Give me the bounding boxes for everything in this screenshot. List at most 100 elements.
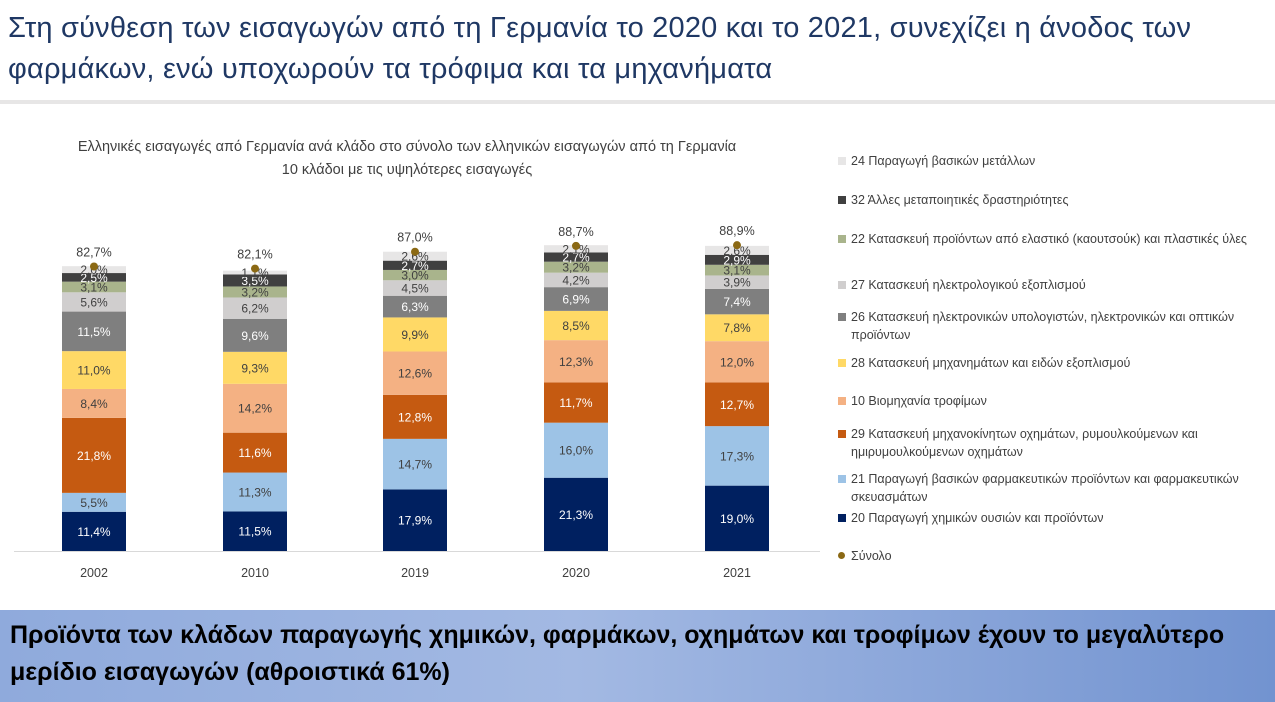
bar-segment [544, 287, 608, 311]
total-marker [251, 264, 259, 273]
bar-segment [223, 383, 287, 433]
legend-item: 21 Παραγωγή βασικών φαρμακευτικών προϊόν… [838, 470, 1268, 506]
bar-segment [705, 275, 769, 289]
data-label: 11,7% [559, 396, 592, 410]
bar-segment [544, 272, 608, 288]
legend-swatch [838, 397, 846, 405]
bar-segment [62, 511, 126, 551]
bar-segment [223, 351, 287, 384]
bar-segment [223, 318, 287, 352]
bar-segment [223, 432, 287, 473]
legend-item: 10 Βιομηχανία τροφίμων [838, 392, 1268, 410]
legend-marker-dot [838, 552, 845, 559]
slide-title: Στη σύνθεση των εισαγωγών από τη Γερμανί… [8, 12, 1192, 85]
legend-label: Σύνολο [851, 549, 892, 563]
data-label: 3,1% [80, 280, 108, 294]
bar-segment [705, 382, 769, 427]
legend-item: Σύνολο [838, 547, 1268, 565]
bar-segment [705, 245, 769, 255]
bar-segment [223, 511, 287, 551]
legend-label: 10 Βιομηχανία τροφίμων [851, 394, 987, 408]
bar-segment [383, 295, 447, 318]
total-marker [733, 241, 741, 250]
legend-swatch [838, 157, 846, 165]
legend-item: 32 Άλλες μεταποιητικές δραστηριότητες [838, 191, 1268, 209]
legend-swatch [838, 313, 846, 321]
legend-label: 26 Κατασκευή ηλεκτρονικών υπολογιστών, η… [851, 310, 1235, 342]
bar-segment [544, 340, 608, 383]
data-label: 21,8% [77, 449, 111, 463]
data-label: 6,3% [401, 300, 429, 314]
legend-item: 22 Κατασκευή προϊόντων από ελαστικό (καο… [838, 230, 1268, 248]
total-label: 82,1% [237, 248, 272, 262]
bar-segment [62, 281, 126, 293]
data-label: 17,9% [398, 514, 432, 528]
data-label: 16,0% [559, 444, 593, 458]
bar-segment [62, 273, 126, 282]
data-label: 3,0% [401, 269, 429, 283]
legend-swatch [838, 430, 846, 438]
bar-segment [383, 269, 447, 281]
bar-segment [705, 254, 769, 265]
title-divider [0, 100, 1275, 104]
x-tick-label: 2019 [401, 566, 429, 580]
bar-segment [223, 297, 287, 319]
bar-segment [383, 394, 447, 439]
data-label: 14,2% [238, 402, 272, 416]
data-label: 2,7% [562, 251, 590, 265]
total-label: 87,0% [397, 231, 432, 245]
total-marker [411, 247, 419, 256]
legend-label: 32 Άλλες μεταποιητικές δραστηριότητες [851, 193, 1069, 207]
chart-title: Ελληνικές εισαγωγές από Γερμανία ανά κλά… [78, 139, 736, 155]
data-label: 2,6% [401, 250, 429, 264]
bar-segment [705, 288, 769, 315]
bar-segment [383, 489, 447, 551]
data-label: 8,4% [80, 397, 108, 411]
bar-segment [705, 485, 769, 551]
bar-segment [705, 341, 769, 383]
data-label: 1,1% [241, 266, 269, 280]
data-label: 6,2% [241, 302, 269, 316]
legend-label: 21 Παραγωγή βασικών φαρμακευτικών προϊόν… [851, 472, 1239, 504]
bar-segment [544, 382, 608, 423]
legend-label: 29 Κατασκευή μηχανοκίνητων οχημάτων, ρυμ… [851, 427, 1198, 459]
bar-segment [705, 264, 769, 276]
plot-area: 11,4%5,5%21,8%8,4%11,0%11,5%5,6%3,1%2,5%… [14, 224, 820, 580]
bar-segment [705, 426, 769, 486]
banner-text: Προϊόντα των κλάδων παραγωγής χημικών, φ… [10, 621, 1225, 686]
legend-swatch [838, 196, 846, 204]
data-label: 11,5% [77, 325, 110, 339]
total-label: 82,7% [76, 246, 111, 260]
bar-segment [383, 280, 447, 296]
x-tick-label: 2010 [241, 566, 269, 580]
total-marker [572, 241, 580, 250]
bar-segment [62, 492, 126, 512]
legend-item: 28 Κατασκευή μηχανημάτων και ειδών εξοπλ… [838, 354, 1268, 372]
data-label: 4,2% [562, 273, 590, 287]
bar-segment [544, 422, 608, 478]
data-label: 7,8% [723, 321, 751, 335]
data-label: 19,0% [720, 512, 754, 526]
data-label: 2,6% [723, 244, 751, 258]
data-label: 3,1% [723, 264, 751, 278]
data-label: 9,6% [241, 329, 269, 343]
data-label: 11,0% [77, 364, 110, 378]
bar-segment [62, 388, 126, 418]
bar-segment [544, 477, 608, 551]
data-label: 12,0% [720, 355, 754, 369]
legend-item: 27 Κατασκευή ηλεκτρολογικού εξοπλισμού [838, 276, 1268, 294]
bar-segment [705, 314, 769, 342]
x-tick-label: 2020 [562, 566, 590, 580]
data-label: 2,9% [723, 253, 751, 267]
legend-label: 20 Παραγωγή χημικών ουσιών και προϊόντων [851, 511, 1104, 525]
bar-segment [223, 472, 287, 512]
data-label: 17,3% [720, 449, 754, 463]
data-label: 3,9% [723, 276, 751, 290]
data-label: 21,3% [559, 508, 593, 522]
data-label: 9,3% [241, 361, 269, 375]
data-label: 12,3% [559, 355, 593, 369]
legend-swatch [838, 475, 846, 483]
x-tick-label: 2002 [80, 566, 108, 580]
legend-swatch [838, 359, 846, 367]
data-label: 11,6% [238, 446, 271, 460]
